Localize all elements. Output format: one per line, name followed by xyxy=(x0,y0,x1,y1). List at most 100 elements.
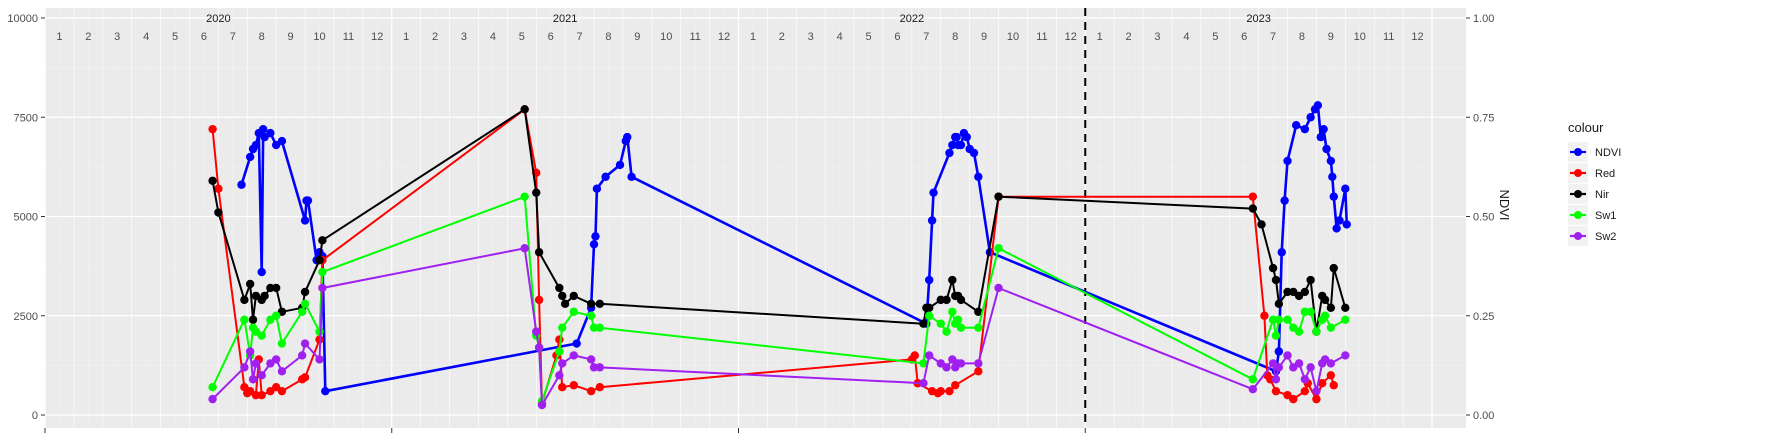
point-sw1 xyxy=(555,347,564,356)
month-label: 3 xyxy=(114,31,120,43)
month-label: 10 xyxy=(313,31,325,43)
point-nir xyxy=(1306,275,1315,285)
point-ndvi xyxy=(277,136,287,146)
point-sw2 xyxy=(1271,375,1281,384)
point-sw2 xyxy=(315,355,324,364)
point-ndvi xyxy=(1277,248,1286,257)
point-sw2 xyxy=(1341,351,1350,360)
point-nir xyxy=(266,283,275,293)
point-sw1 xyxy=(936,319,945,328)
month-label: 3 xyxy=(808,31,814,43)
point-nir xyxy=(925,303,934,313)
point-sw1 xyxy=(942,327,951,336)
month-label: 10 xyxy=(1007,31,1019,43)
legend-label-nir: Nir xyxy=(1595,189,1609,201)
point-sw2 xyxy=(1300,375,1310,384)
point-sw1 xyxy=(589,323,599,332)
month-label: 8 xyxy=(1299,31,1305,43)
point-red xyxy=(558,383,567,392)
point-nir xyxy=(208,176,217,185)
year-label: 2020 xyxy=(206,13,230,25)
point-red xyxy=(300,373,310,382)
point-nir xyxy=(271,283,281,293)
left-axis: 0 2500 5000 7500 10000 xyxy=(7,13,45,422)
point-ndvi xyxy=(303,196,313,205)
point-nir xyxy=(245,279,255,289)
month-label: 8 xyxy=(952,31,958,43)
point-sw1 xyxy=(558,323,567,332)
month-label: 5 xyxy=(865,31,871,43)
point-sw2 xyxy=(271,355,281,364)
month-label: 5 xyxy=(172,31,178,43)
month-label: 12 xyxy=(1065,31,1077,43)
point-red xyxy=(1326,371,1336,380)
point-ndvi xyxy=(1341,184,1350,193)
point-sw2 xyxy=(1283,351,1292,360)
year-label: 2023 xyxy=(1246,13,1270,25)
point-ndvi xyxy=(592,184,602,193)
right-tick-label: 0.00 xyxy=(1473,410,1494,422)
point-nir xyxy=(586,299,596,309)
year-labels: 2020 2021 2022 2023 xyxy=(206,13,1271,25)
point-red xyxy=(1265,375,1275,384)
point-nir xyxy=(214,208,223,217)
month-label: 5 xyxy=(519,31,525,43)
point-sw2 xyxy=(1248,384,1258,394)
point-sw2 xyxy=(589,363,599,372)
point-ndvi xyxy=(321,386,330,396)
point-sw1 xyxy=(994,244,1003,253)
month-label: 1 xyxy=(403,31,409,43)
point-ndvi xyxy=(952,132,961,142)
point-sw2 xyxy=(240,363,249,372)
point-red xyxy=(586,386,596,396)
point-nir xyxy=(948,275,957,285)
month-label: 9 xyxy=(1328,31,1334,43)
right-tick-label: 0.50 xyxy=(1473,212,1494,224)
point-ndvi xyxy=(929,188,938,197)
point-ndvi xyxy=(1322,144,1331,154)
point-red xyxy=(595,383,604,392)
left-tick-label: 7500 xyxy=(14,112,38,124)
point-red xyxy=(1271,386,1281,396)
point-sw2 xyxy=(919,379,928,388)
point-nir xyxy=(1341,303,1350,313)
point-nir xyxy=(558,291,567,301)
point-nir xyxy=(300,287,310,297)
point-ndvi xyxy=(974,172,983,181)
point-sw2 xyxy=(208,394,217,404)
right-axis-label: NDVI xyxy=(1497,189,1512,220)
point-sw1 xyxy=(300,299,310,309)
point-ndvi xyxy=(1328,172,1337,181)
point-red xyxy=(1248,192,1258,201)
month-label: 6 xyxy=(894,31,900,43)
legend-label-sw1: Sw1 xyxy=(1595,210,1616,222)
month-label: 4 xyxy=(1183,31,1189,43)
point-sw1 xyxy=(1294,327,1304,336)
point-sw2 xyxy=(956,359,966,368)
point-sw1 xyxy=(1274,315,1284,324)
month-label: 1 xyxy=(750,31,756,43)
month-label: 10 xyxy=(660,31,672,43)
point-sw1 xyxy=(1300,307,1310,316)
point-ndvi xyxy=(948,140,957,150)
month-label: 3 xyxy=(461,31,467,43)
point-nir xyxy=(1274,299,1284,309)
point-nir xyxy=(994,192,1003,201)
point-sw2 xyxy=(318,283,327,293)
right-tick-label: 0.75 xyxy=(1473,112,1494,124)
point-ndvi xyxy=(623,132,632,142)
point-sw2 xyxy=(245,347,255,356)
point-red xyxy=(208,124,217,134)
month-label: 2 xyxy=(432,31,438,43)
point-sw2 xyxy=(300,339,310,348)
point-ndvi xyxy=(962,132,971,142)
point-sw2 xyxy=(1326,359,1336,368)
month-label: 6 xyxy=(201,31,207,43)
point-red xyxy=(1289,394,1298,404)
month-label: 1 xyxy=(1097,31,1103,43)
month-label: 12 xyxy=(371,31,383,43)
point-nir xyxy=(532,188,541,197)
point-red xyxy=(974,367,983,376)
month-label: 9 xyxy=(981,31,987,43)
